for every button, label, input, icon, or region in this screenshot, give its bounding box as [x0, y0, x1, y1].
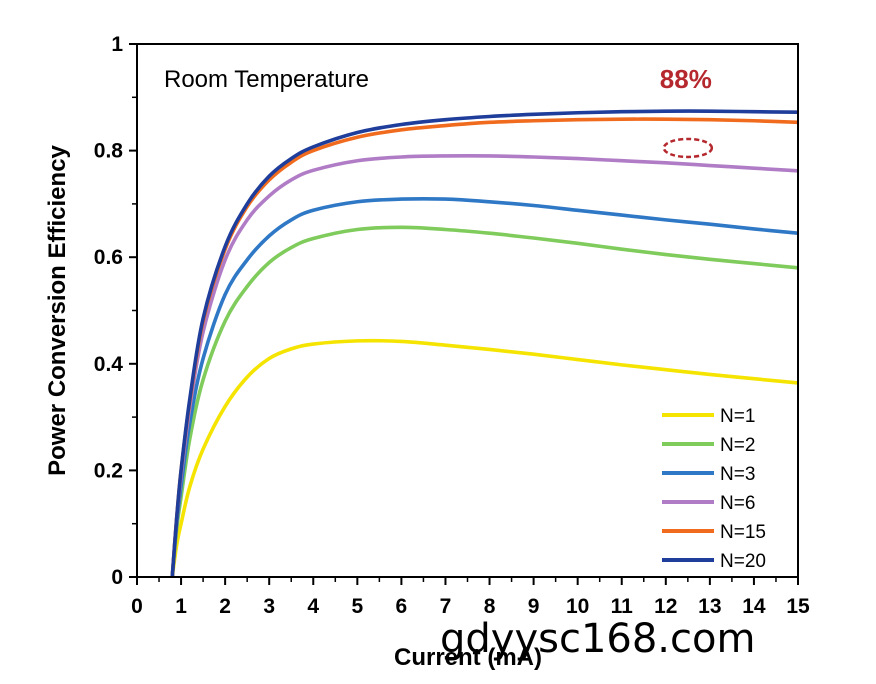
x-tick-label: 14 — [742, 595, 766, 618]
x-tick-label: 3 — [263, 595, 275, 618]
legend-label: N=20 — [720, 551, 766, 572]
peak-efficiency-label: 88% — [660, 64, 712, 94]
series-line-n-3 — [170, 196, 798, 577]
legend: N=1 N=2 N=3 N=6 N=15 N=20 — [662, 406, 766, 572]
legend-label: N=2 — [720, 435, 755, 456]
room-temperature-label: Room Temperature — [164, 66, 369, 93]
x-axis-title: Current (mA) — [394, 644, 542, 671]
x-tick-label: 1 — [175, 595, 187, 618]
x-tick-label: 7 — [440, 595, 452, 618]
y-tick-label: 0.8 — [94, 140, 124, 163]
series-line-n-1 — [170, 338, 798, 577]
x-tick-label: 9 — [528, 595, 540, 618]
x-tick-label: 0 — [131, 595, 143, 618]
y-tick-label: 0.2 — [94, 459, 123, 482]
y-axis-title: Power Conversion Efficiency — [44, 144, 71, 475]
series-line-n-2 — [170, 225, 798, 577]
legend-label: N=15 — [720, 522, 766, 543]
x-tick-label: 6 — [396, 595, 408, 618]
watermark-text: gdyysc168.com — [440, 616, 755, 662]
x-tick-label: 5 — [351, 595, 363, 618]
y-tick-label: 0.4 — [94, 353, 124, 376]
series-line-n-20 — [170, 109, 798, 577]
legend-label: N=6 — [720, 493, 755, 514]
x-tick-label: 10 — [566, 595, 589, 618]
series-lines — [170, 109, 798, 577]
legend-label: N=3 — [720, 464, 755, 485]
legend-label: N=1 — [720, 406, 755, 427]
y-tick-label: 1 — [111, 33, 123, 56]
y-tick-label: 0 — [111, 566, 123, 589]
x-tick-label: 12 — [654, 595, 677, 618]
x-tick-label: 4 — [307, 595, 319, 618]
peak-marker-ellipse — [662, 137, 714, 159]
y-tick-label: 0.6 — [94, 246, 123, 269]
x-tick-label: 2 — [219, 595, 231, 618]
x-tick-label: 11 — [611, 595, 634, 618]
x-tick-label: 13 — [698, 595, 721, 618]
x-tick-label: 8 — [484, 595, 496, 618]
series-line-n-6 — [170, 153, 798, 577]
x-tick-label: 15 — [786, 595, 810, 618]
